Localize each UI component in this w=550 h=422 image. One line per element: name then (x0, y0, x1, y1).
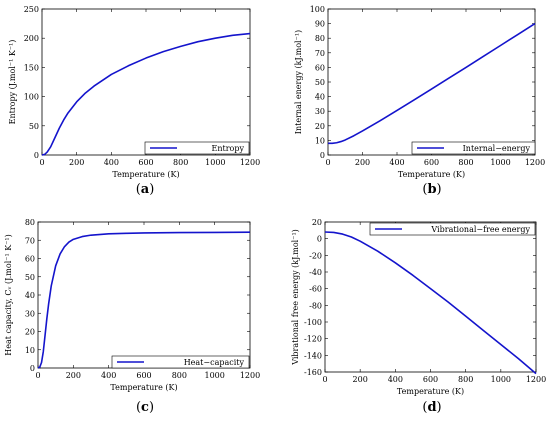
legend-box (411, 141, 536, 155)
x-tick-label: 0 (39, 158, 44, 167)
x-tick-label: 800 (173, 158, 188, 167)
y-tick-label: 100 (310, 5, 325, 14)
x-tick-label: 400 (104, 158, 119, 167)
y-tick-label: 250 (24, 5, 39, 14)
y-tick-label: 10 (25, 346, 35, 355)
y-tick-label: 100 (24, 93, 39, 102)
y-tick-label: -80 (309, 301, 322, 310)
y-tick-label: 80 (315, 34, 325, 43)
x-tick-label: 1000 (204, 371, 224, 380)
y-tick-label: 30 (315, 107, 325, 116)
x-tick-label: 1200 (525, 158, 545, 167)
y-tick-label: 150 (24, 63, 39, 72)
x-tick-label: 1200 (240, 371, 260, 380)
x-axis-label: Temperature (K) (398, 170, 465, 179)
y-tick-label: 60 (315, 63, 325, 72)
x-tick-label: 800 (458, 158, 473, 167)
series-line (328, 22, 536, 145)
x-tick-label: 400 (388, 375, 403, 384)
x-tick-label: 1000 (205, 158, 225, 167)
y-tick-label: 10 (315, 136, 325, 145)
panel-caption: (d) (422, 400, 441, 415)
x-tick-label: 600 (138, 158, 153, 167)
legend-box (144, 141, 250, 155)
plot-frame (41, 8, 251, 156)
y-tick-label: -160 (304, 368, 322, 377)
x-axis-label: Temperature (K) (397, 387, 464, 396)
legend-label: Heat−capacity (184, 358, 245, 367)
x-tick-label: 400 (389, 158, 404, 167)
x-tick-label: 200 (66, 371, 81, 380)
legend-box (111, 355, 250, 369)
chart-panel-c: 0 200 400 600 800 1000 1200 0 10 20 30 40 50 60 70 80 Te… (4, 218, 260, 415)
plot-frame (324, 221, 537, 373)
panel-caption: (c) (136, 400, 154, 415)
y-tick-label: 70 (315, 49, 325, 58)
y-tick-label: 50 (315, 78, 325, 87)
y-tick-label: 90 (315, 20, 325, 29)
y-tick-label: -100 (304, 318, 322, 327)
y-axis-label: Heat capacity, Cᵥ (J.mol⁻¹ K⁻¹) (4, 234, 13, 356)
y-tick-label: 30 (25, 309, 35, 318)
x-axis-label: Temperature (K) (110, 383, 177, 392)
legend-label: Entropy (212, 144, 245, 153)
legend-box (369, 222, 536, 236)
chart-panel-a: 0 200 400 600 800 1000 1200 0 50 100 150 200 250 Temp… (8, 5, 260, 197)
y-tick-label: 0 (317, 235, 322, 244)
legend-label: Vibrational−free energy (430, 225, 530, 234)
x-tick-label: 1200 (526, 375, 546, 384)
x-tick-label: 0 (322, 375, 327, 384)
y-tick-label: -40 (309, 268, 322, 277)
legend-label: Internal−energy (463, 144, 531, 153)
y-tick-label: 0 (30, 364, 35, 373)
chart-panel-b: 0 200 400 600 800 1000 1200 0 10 20 30 40 50 60 70 80 90… (294, 5, 545, 197)
x-tick-label: 200 (355, 158, 370, 167)
y-tick-label: 40 (315, 93, 325, 102)
x-tick-label: 0 (325, 158, 330, 167)
x-tick-label: 600 (136, 371, 151, 380)
series-line (37, 231, 251, 369)
x-tick-label: 600 (423, 375, 438, 384)
y-tick-label: 20 (25, 328, 35, 337)
y-tick-label: 70 (25, 236, 35, 245)
y-tick-label: 0 (320, 151, 325, 160)
y-tick-label: 50 (25, 273, 35, 282)
y-axis-label: Vibrational free energy (kJ.mol⁻¹) (291, 229, 300, 366)
y-tick-label: 80 (25, 218, 35, 227)
series-line (324, 231, 537, 375)
x-tick-label: 200 (69, 158, 84, 167)
x-tick-label: 800 (172, 371, 187, 380)
panel-caption: (a) (136, 182, 155, 197)
y-tick-label: -140 (304, 351, 322, 360)
x-tick-label: 600 (424, 158, 439, 167)
y-tick-label: 200 (24, 34, 39, 43)
y-tick-label: 50 (29, 122, 39, 131)
y-axis-label: Internal energy (kJ.mol⁻¹) (294, 30, 303, 134)
y-tick-label: 60 (25, 255, 35, 264)
x-axis-label: Temperature (K) (112, 170, 179, 179)
x-tick-label: 400 (101, 371, 116, 380)
y-tick-label: 20 (315, 122, 325, 131)
plot-frame (37, 221, 251, 369)
y-tick-label: -120 (304, 335, 322, 344)
y-tick-label: -20 (309, 251, 322, 260)
x-tick-label: 1000 (490, 158, 510, 167)
y-axis-label: Entropy (J.mol⁻¹ K⁻¹) (8, 40, 17, 125)
panel-caption: (b) (422, 182, 441, 197)
chart-panel-d: 0 200 400 600 800 1000 1200-160-140-120-100-80… (291, 218, 546, 415)
y-tick-label: 0 (34, 151, 39, 160)
series-line (41, 32, 251, 156)
x-tick-label: 1000 (491, 375, 511, 384)
x-tick-label: 1200 (240, 158, 260, 167)
x-tick-label: 800 (458, 375, 473, 384)
x-tick-label: 200 (353, 375, 368, 384)
y-tick-label: 40 (25, 291, 35, 300)
y-tick-label: -60 (309, 285, 322, 294)
x-tick-label: 0 (35, 371, 40, 380)
y-tick-label: 20 (312, 218, 322, 227)
